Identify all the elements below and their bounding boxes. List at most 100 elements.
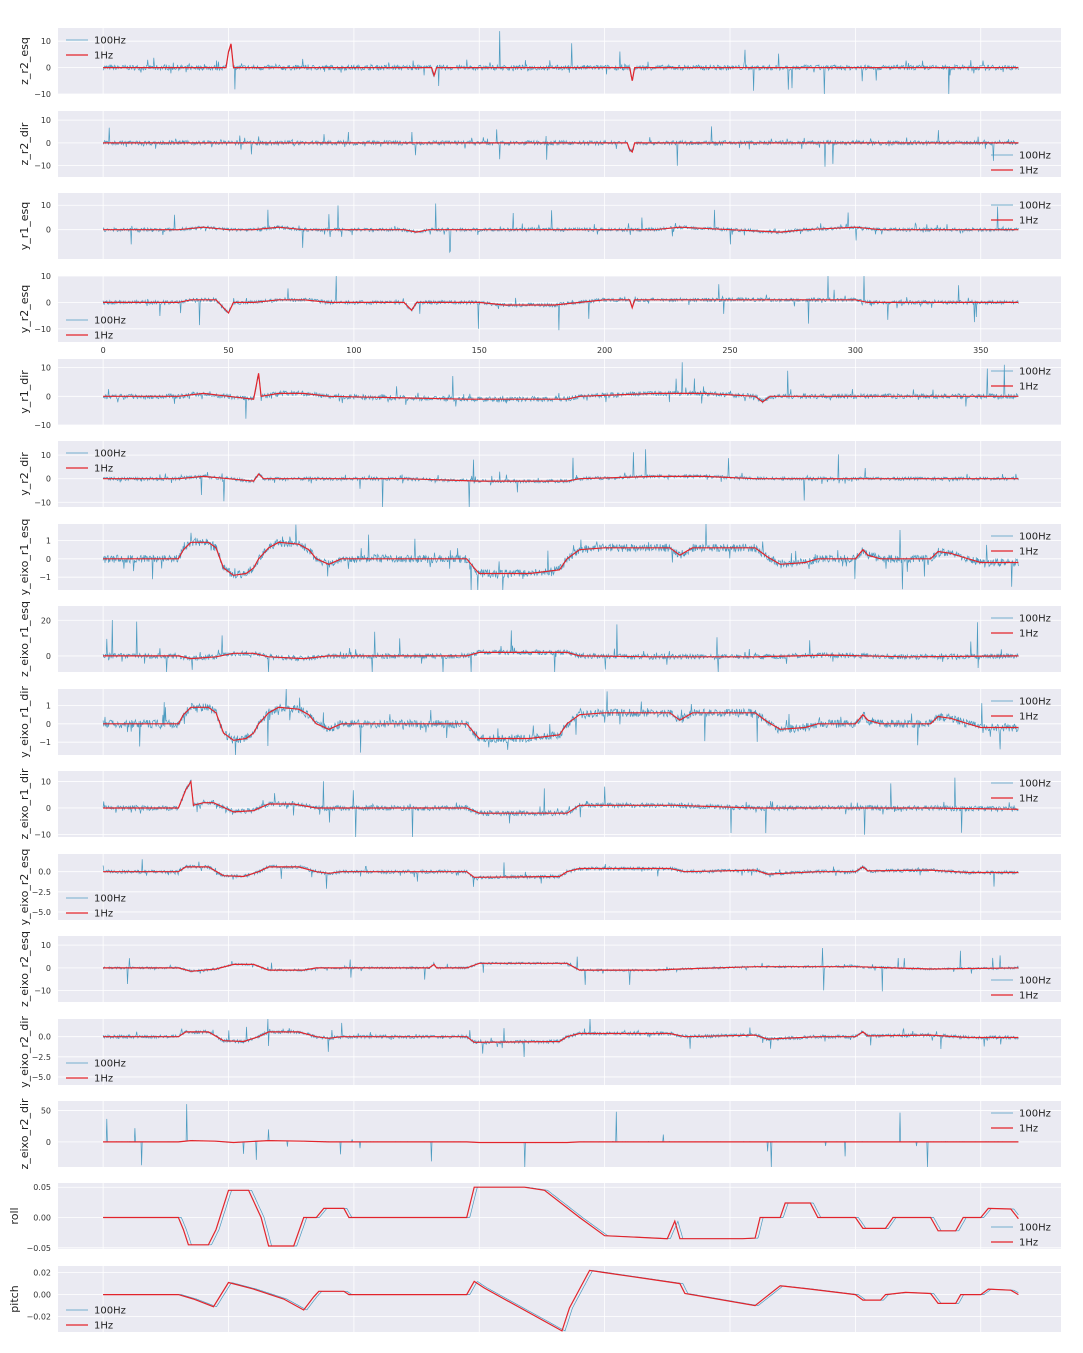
plot-area (58, 193, 1061, 259)
legend: 100Hz 1Hz (66, 1059, 126, 1085)
plot-area (58, 524, 1061, 590)
series-1hz-line (103, 962, 1019, 972)
x-tick-label: 100 (346, 346, 361, 355)
series-100hz-line (102, 523, 1019, 591)
y-tick-label: 0 (46, 298, 51, 307)
legend-label: 100Hz (94, 316, 126, 327)
y-tick-label: 0.0 (38, 1033, 51, 1042)
y-axis-label: y_eixo_r2_esq (18, 849, 31, 926)
panel-z_eixo_r1_esq: 0 20 z_eixo_r1_esq 100Hz 1Hz (18, 601, 1061, 677)
y-tick-label: 10 (41, 37, 51, 46)
y-tick-label: −10 (34, 90, 51, 99)
y-tick-label: −5.0 (32, 1073, 51, 1082)
y-axis-label: roll (8, 1207, 21, 1224)
y-axis-label: y_r1_dir (18, 370, 31, 414)
series-1hz-line (103, 866, 1019, 878)
y-axis-label: y_r1_esq (18, 202, 31, 251)
y-tick-label: 0 (46, 555, 51, 564)
legend-label: 100Hz (1019, 779, 1051, 790)
plot-area (58, 1019, 1061, 1085)
y-tick-label: 0.02 (33, 1269, 51, 1278)
y-tick-label: 10 (41, 201, 51, 210)
legend-label: 1Hz (94, 909, 113, 920)
legend-label: 1Hz (1019, 166, 1038, 177)
y-axis-label: z_r2_dir (18, 122, 31, 165)
y-axis-label: z_eixo_r1_dir (18, 768, 31, 840)
plot-area (58, 606, 1061, 672)
plot-area (58, 771, 1061, 837)
series-100hz-line (102, 777, 1019, 838)
y-tick-label: 0 (46, 964, 51, 973)
y-tick-label: 10 (41, 778, 51, 787)
plot-area (58, 359, 1061, 425)
plot-area (58, 111, 1061, 177)
legend-label: 100Hz (1019, 532, 1051, 543)
legend: 100Hz 1Hz (991, 976, 1051, 1002)
series-1hz-line (103, 1139, 1019, 1144)
panel-y_r1_dir: −10 0 10 y_r1_dir 100Hz 1Hz (18, 359, 1061, 430)
plot-area (58, 1183, 1061, 1249)
y-tick-label: −10 (34, 421, 51, 430)
panel-y_eixo_r1_esq: −1 0 1 y_eixo_r1_esq 100Hz 1Hz (18, 519, 1061, 595)
panel-z_r2_dir: −10 0 10 z_r2_dir 100Hz 1Hz (18, 111, 1061, 177)
series-1hz-line (103, 706, 1019, 741)
panel-y_r2_esq: −10 0 10 y_r2_esq 0 50 100 150 200 250 300 350 100Hz… (18, 272, 1061, 355)
y-tick-label: 0 (46, 720, 51, 729)
panel-z_eixo_r1_dir: −10 0 10 z_eixo_r1_dir 100Hz 1Hz (18, 768, 1061, 840)
legend: 100Hz 1Hz (991, 201, 1051, 227)
legend: 100Hz 1Hz (991, 614, 1051, 640)
y-tick-label: 0.05 (33, 1183, 51, 1192)
plot-area (58, 441, 1061, 507)
legend: 100Hz 1Hz (66, 894, 126, 920)
y-tick-label: −0.02 (26, 1313, 51, 1322)
y-tick-label: −2.5 (32, 888, 51, 897)
plot-area (58, 28, 1061, 94)
legend-label: 100Hz (94, 1059, 126, 1070)
plot-area (58, 854, 1061, 920)
plot-area (58, 1101, 1061, 1167)
legend: 100Hz 1Hz (991, 779, 1051, 805)
y-tick-label: 10 (41, 941, 51, 950)
legend-label: 1Hz (1019, 382, 1038, 393)
y-axis-label: z_eixo_r2_esq (18, 931, 31, 1007)
legend-label: 1Hz (1019, 794, 1038, 805)
panel-y_r2_dir: −10 0 10 y_r2_dir 100Hz 1Hz (18, 441, 1061, 507)
legend-label: 100Hz (1019, 697, 1051, 708)
x-tick-label: 0 (101, 346, 106, 355)
legend-label: 100Hz (1019, 1109, 1051, 1120)
y-axis-label: z_eixo_r1_esq (18, 601, 31, 677)
y-axis-label: y_eixo_r1_dir (18, 686, 31, 758)
series-1hz-line (103, 1269, 1019, 1332)
y-axis-label: z_r2_esq (18, 37, 31, 85)
y-tick-label: 0 (46, 392, 51, 401)
y-tick-label: 0 (46, 652, 51, 661)
panel-y_eixo_r2_dir: −5.0 −2.5 0.0 y_eixo_r2_dir 100Hz 1Hz (18, 1016, 1061, 1088)
legend-label: 1Hz (1019, 991, 1038, 1002)
y-tick-label: −10 (34, 830, 51, 839)
y-tick-label: −0.05 (26, 1244, 51, 1253)
panel-z_eixo_r2_dir: 0 50 z_eixo_r2_dir 100Hz 1Hz (18, 1098, 1061, 1170)
legend: 100Hz 1Hz (66, 1306, 126, 1332)
y-tick-label: 1 (46, 702, 51, 711)
legend: 100Hz 1Hz (991, 532, 1051, 558)
legend-label: 100Hz (94, 1306, 126, 1317)
panel-y_eixo_r2_esq: −5.0 −2.5 0.0 y_eixo_r2_esq 100Hz 1Hz (18, 849, 1061, 926)
y-tick-label: −10 (34, 162, 51, 171)
y-tick-label: 0.0 (38, 868, 51, 877)
legend: 100Hz 1Hz (991, 1109, 1051, 1135)
y-tick-label: 0 (46, 1138, 51, 1147)
x-tick-label: 300 (848, 346, 863, 355)
series-1hz-line (103, 142, 1019, 154)
panel-y_eixo_r1_dir: −1 0 1 y_eixo_r1_dir 100Hz 1Hz (18, 686, 1061, 758)
series-1hz-line (103, 651, 1019, 660)
series-1hz-line (103, 473, 1019, 482)
x-tick-label: 350 (973, 346, 988, 355)
plot-area (58, 1266, 1061, 1332)
y-tick-label: 10 (41, 451, 51, 460)
legend-label: 1Hz (94, 331, 113, 342)
legend-label: 100Hz (1019, 201, 1051, 212)
x-tick-label: 50 (223, 346, 233, 355)
legend-label: 100Hz (94, 449, 126, 460)
legend: 100Hz 1Hz (66, 449, 126, 475)
x-tick-label: 200 (597, 346, 612, 355)
